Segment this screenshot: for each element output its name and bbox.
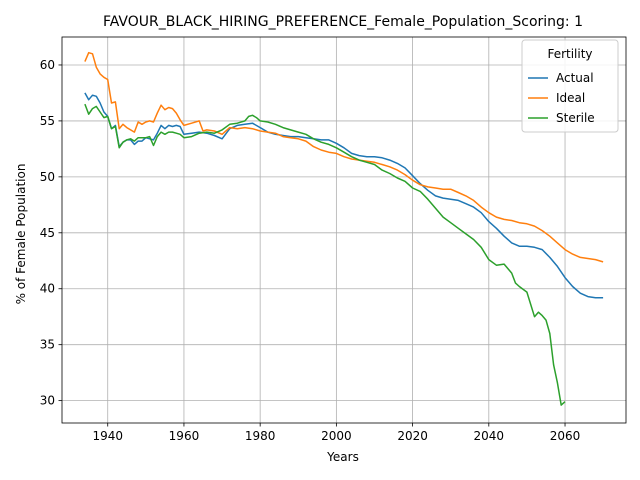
y-tick-label: 40 xyxy=(40,282,55,296)
y-tick-label: 60 xyxy=(40,58,55,72)
y-tick-label: 45 xyxy=(40,226,55,240)
y-axis-label: % of Female Population xyxy=(14,164,28,305)
x-tick-label: 2060 xyxy=(550,429,581,443)
series-line-actual xyxy=(84,92,604,299)
plot-frame xyxy=(61,36,627,424)
gridlines xyxy=(62,37,626,423)
y-tick-label: 55 xyxy=(40,114,55,128)
legend-box xyxy=(521,39,619,133)
x-tick-label: 2040 xyxy=(474,429,505,443)
y-tick-label: 35 xyxy=(40,338,55,352)
x-tick-label: 1940 xyxy=(92,429,123,443)
x-axis: 1940 1960 1980 2000 2020 2040 2060 xyxy=(92,423,580,443)
series-line-sterile xyxy=(84,103,566,406)
legend-label-sterile: Sterile xyxy=(556,111,595,125)
x-axis-label: Years xyxy=(326,450,359,464)
legend-label-actual: Actual xyxy=(556,71,594,85)
x-tick-label: 2020 xyxy=(397,429,428,443)
series-line-ideal xyxy=(84,51,604,263)
series-lines xyxy=(84,51,604,406)
legend-items: Actual Ideal Sterile xyxy=(528,71,595,125)
chart-title: FAVOUR_BLACK_HIRING_PREFERENCE_Female_Po… xyxy=(103,14,583,30)
x-tick-label: 2000 xyxy=(321,429,352,443)
legend-title: Fertility xyxy=(547,47,592,61)
x-tick-label: 1980 xyxy=(245,429,276,443)
legend-label-ideal: Ideal xyxy=(556,91,585,105)
y-tick-label: 50 xyxy=(40,170,55,184)
x-tick-label: 1960 xyxy=(169,429,200,443)
y-tick-label: 30 xyxy=(40,394,55,408)
legend: Fertility Actual Ideal Sterile xyxy=(521,39,619,133)
y-axis: 30 35 40 45 50 55 60 xyxy=(40,58,62,408)
